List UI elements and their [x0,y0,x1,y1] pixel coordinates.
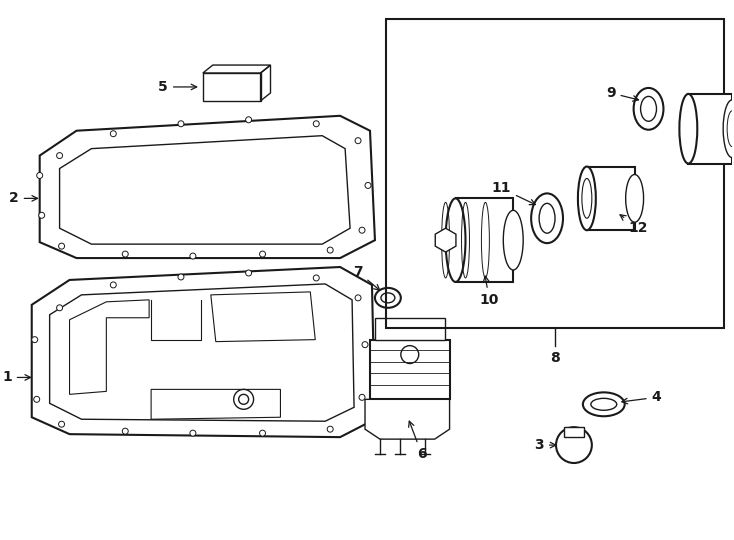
Ellipse shape [723,100,734,158]
Circle shape [246,117,252,123]
Ellipse shape [375,288,401,308]
Ellipse shape [727,111,734,147]
Ellipse shape [446,198,465,282]
Polygon shape [435,228,456,252]
Ellipse shape [633,88,664,130]
Circle shape [327,247,333,253]
Circle shape [260,251,266,257]
Bar [564,427,584,437]
Circle shape [178,121,184,127]
Bar [375,318,445,340]
Circle shape [246,270,252,276]
Text: 12: 12 [620,215,648,235]
Bar [386,19,724,328]
Circle shape [313,121,319,127]
FancyBboxPatch shape [370,340,449,400]
Ellipse shape [582,179,592,218]
Circle shape [365,183,371,188]
Circle shape [178,274,184,280]
Text: 11: 11 [492,181,535,205]
Circle shape [34,396,40,402]
Polygon shape [365,400,449,439]
Circle shape [123,251,128,257]
Circle shape [57,153,62,159]
Text: 6: 6 [409,421,426,461]
Circle shape [59,421,65,427]
Text: 10: 10 [480,276,499,307]
Ellipse shape [591,399,617,410]
Circle shape [313,275,319,281]
Bar [688,94,732,164]
Ellipse shape [531,193,563,243]
Circle shape [359,394,365,400]
Circle shape [190,253,196,259]
Circle shape [39,212,45,218]
Circle shape [110,131,116,137]
Ellipse shape [680,94,697,164]
Text: 1: 1 [2,370,31,384]
Circle shape [37,172,43,179]
Text: 9: 9 [606,86,639,101]
Circle shape [401,346,418,363]
Circle shape [355,295,361,301]
Circle shape [32,336,37,342]
Text: 3: 3 [534,438,556,452]
Ellipse shape [641,97,656,122]
Ellipse shape [625,174,644,222]
Ellipse shape [381,293,395,303]
Circle shape [362,342,368,348]
Ellipse shape [578,166,596,230]
Circle shape [57,305,62,311]
Text: 5: 5 [159,80,197,94]
Bar [456,198,513,282]
Circle shape [556,427,592,463]
Text: 7: 7 [353,265,379,290]
Text: 8: 8 [550,350,560,365]
Bar [587,166,635,230]
Circle shape [260,430,266,436]
Circle shape [190,430,196,436]
Circle shape [123,428,128,434]
Ellipse shape [539,204,555,233]
Circle shape [327,426,333,432]
Circle shape [59,243,65,249]
Ellipse shape [504,210,523,270]
Circle shape [110,282,116,288]
Ellipse shape [583,393,625,416]
Text: 2: 2 [9,191,37,205]
Text: 4: 4 [622,390,661,404]
Circle shape [355,138,361,144]
Circle shape [359,227,365,233]
